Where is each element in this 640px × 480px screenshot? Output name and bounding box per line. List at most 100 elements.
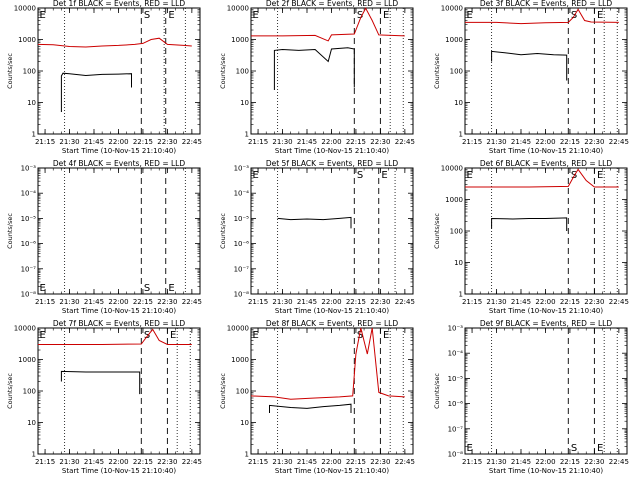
y-tick-label: 1 <box>32 451 36 459</box>
x-tick-label: 21:15 <box>462 298 482 306</box>
panel-title: Det 6f BLACK = Events, RED = LLD <box>480 159 613 168</box>
y-tick-label: 100 <box>450 68 463 76</box>
panel-det-4: Det 4f BLACK = Events, RED = LLD 10⁻⁸ 10⁻⁷… <box>6 159 202 315</box>
x-tick-label: 22:45 <box>609 298 629 306</box>
x-tick-label: 21:15 <box>248 138 268 146</box>
y-axis-label: Counts/sec <box>6 373 14 409</box>
y-tick-label: 10000 <box>14 5 36 13</box>
marker-s: S <box>144 283 150 294</box>
x-tick-label: 22:00 <box>535 138 555 146</box>
marker-e: E <box>467 443 473 454</box>
x-tick-label: 22:00 <box>321 458 341 466</box>
x-axis-title: Start Time (10-Nov-15 21:10:40) <box>62 147 176 155</box>
y-tick-label: 1000 <box>231 356 249 364</box>
y-tick-label: 10000 <box>441 5 463 13</box>
x-tick-label: 22:45 <box>609 458 629 466</box>
x-tick-label: 22:30 <box>584 138 604 146</box>
x-tick-label: 22:15 <box>133 458 153 466</box>
y-tick-label: 1 <box>459 131 463 139</box>
x-tick-label: 22:45 <box>609 138 629 146</box>
marker-e: E <box>40 10 46 21</box>
x-tick-label: 22:00 <box>108 298 128 306</box>
y-tick-label: 10⁻⁶ <box>448 400 464 408</box>
y-tick-label: 10⁻⁶ <box>21 240 37 248</box>
plot-frame <box>464 7 628 135</box>
marker-e: E <box>467 10 473 21</box>
x-axis-title: Start Time (10-Nov-15 21:10:40) <box>489 307 603 315</box>
y-tick-label: 10⁻⁷ <box>21 265 37 273</box>
y-tick-label: 1 <box>459 291 463 299</box>
x-tick-label: 21:15 <box>35 138 55 146</box>
x-axis-title: Start Time (10-Nov-15 21:10:40) <box>62 467 176 475</box>
x-tick-label: 21:45 <box>511 298 531 306</box>
x-tick-label: 22:00 <box>535 298 555 306</box>
x-tick-label: 21:45 <box>511 138 531 146</box>
panel-title: Det 1f BLACK = Events, RED = LLD <box>53 0 186 8</box>
x-axis-title: Start Time (10-Nov-15 21:10:40) <box>489 147 603 155</box>
y-tick-label: 1000 <box>445 36 463 44</box>
x-tick-label: 21:15 <box>35 458 55 466</box>
y-tick-label: 100 <box>236 388 249 396</box>
y-tick-label: 10 <box>454 259 463 267</box>
marker-e: E <box>597 443 603 454</box>
x-tick-label: 21:45 <box>297 138 317 146</box>
marker-s: S <box>144 330 150 341</box>
x-tick-label: 22:30 <box>370 298 390 306</box>
x-tick-label: 21:45 <box>297 298 317 306</box>
x-tick-label: 21:15 <box>248 298 268 306</box>
y-tick-label: 10⁻⁵ <box>448 375 464 383</box>
x-tick-label: 21:30 <box>486 298 506 306</box>
marker-s: S <box>571 443 577 454</box>
x-tick-label: 22:45 <box>182 298 202 306</box>
y-tick-label: 10⁻⁵ <box>21 215 37 223</box>
x-tick-label: 22:30 <box>157 458 177 466</box>
x-tick-label: 22:15 <box>346 298 366 306</box>
marker-e: E <box>597 10 603 21</box>
plot-frame <box>250 7 414 135</box>
panel-det-1: Det 1f BLACK = Events, RED = LLD 1 10 100 10… <box>6 0 202 155</box>
y-tick-label: 100 <box>450 228 463 236</box>
y-axis-label: Counts/sec <box>6 53 14 89</box>
y-tick-label: 1 <box>32 131 36 139</box>
series-events-line <box>60 72 132 112</box>
series-events-line <box>277 216 352 229</box>
series-events-line <box>491 217 568 231</box>
panel-title: Det 2f BLACK = Events, RED = LLD <box>266 0 399 8</box>
marker-e: E <box>467 170 473 181</box>
y-tick-label: 10⁻⁸ <box>448 451 464 459</box>
x-tick-label: 22:45 <box>395 138 415 146</box>
marker-e: E <box>597 170 603 181</box>
y-tick-label: 10000 <box>227 5 249 13</box>
y-tick-label: 1000 <box>18 356 36 364</box>
x-tick-label: 21:45 <box>84 298 104 306</box>
panel-det-3: Det 3f BLACK = Events, RED = LLD 1 10 100 10… <box>433 0 629 155</box>
series-lld-line <box>465 168 619 188</box>
panel-title: Det 7f BLACK = Events, RED = LLD <box>53 319 186 328</box>
x-tick-label: 22:45 <box>182 138 202 146</box>
x-tick-label: 21:30 <box>486 138 506 146</box>
panel-det-2: Det 2f BLACK = Events, RED = LLD 1 10 100 10… <box>219 0 415 155</box>
marker-e: E <box>168 10 174 21</box>
y-axis-label: Counts/sec <box>219 53 227 89</box>
marker-e: E <box>383 330 389 341</box>
x-tick-label: 21:45 <box>84 458 104 466</box>
y-tick-label: 10⁻³ <box>234 165 250 173</box>
y-tick-label: 10 <box>240 419 249 427</box>
x-tick-label: 21:15 <box>462 458 482 466</box>
x-tick-label: 22:15 <box>346 138 366 146</box>
x-tick-label: 22:15 <box>560 298 580 306</box>
y-tick-label: 1000 <box>18 36 36 44</box>
plot-frame <box>250 327 414 455</box>
y-tick-label: 10⁻³ <box>448 325 464 333</box>
marker-e: E <box>381 170 387 181</box>
x-tick-label: 21:30 <box>272 458 292 466</box>
panel-title: Det 9f BLACK = Events, RED = LLD <box>480 319 613 328</box>
y-tick-label: 10⁻⁵ <box>234 215 250 223</box>
marker-s: S <box>357 330 363 341</box>
x-tick-label: 22:00 <box>321 298 341 306</box>
series-events-line <box>60 370 141 395</box>
x-tick-label: 22:00 <box>108 458 128 466</box>
x-tick-label: 21:45 <box>84 138 104 146</box>
x-tick-label: 22:00 <box>321 138 341 146</box>
x-tick-label: 22:30 <box>157 138 177 146</box>
